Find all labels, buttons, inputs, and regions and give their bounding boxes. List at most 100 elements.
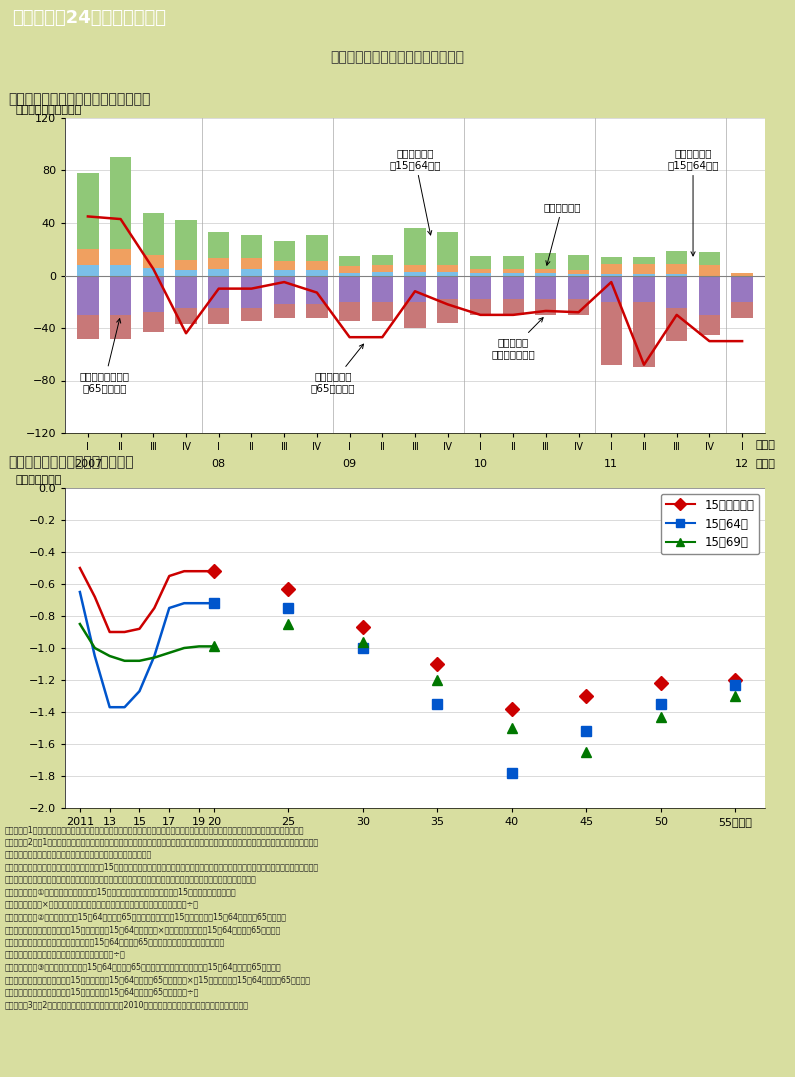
Bar bbox=[176, 276, 196, 308]
Bar bbox=[77, 265, 99, 276]
Bar bbox=[535, 276, 556, 299]
Bar bbox=[371, 276, 393, 302]
Bar bbox=[77, 314, 99, 338]
Text: 労働力人口
（前年同期差）: 労働力人口 （前年同期差） bbox=[491, 318, 543, 359]
Text: （期）: （期） bbox=[755, 439, 775, 449]
Bar bbox=[339, 256, 360, 266]
Bar bbox=[666, 251, 688, 264]
Bar bbox=[110, 265, 131, 276]
Bar bbox=[666, 264, 688, 275]
Bar bbox=[699, 252, 720, 265]
Bar bbox=[568, 270, 589, 275]
Bar bbox=[470, 269, 491, 272]
Bar bbox=[437, 276, 459, 299]
Bar bbox=[437, 233, 459, 265]
Text: 年齢構成要因
（15～64歳）: 年齢構成要因 （15～64歳） bbox=[667, 149, 719, 256]
Bar bbox=[339, 302, 360, 321]
Bar bbox=[306, 261, 328, 270]
Legend: 15歳以上全体, 15～64歳, 15～69歳: 15歳以上全体, 15～64歳, 15～69歳 bbox=[661, 494, 759, 555]
Bar bbox=[208, 308, 230, 324]
Bar bbox=[405, 271, 425, 276]
Bar bbox=[273, 270, 295, 276]
Bar bbox=[241, 235, 262, 258]
Bar bbox=[273, 241, 295, 261]
Bar bbox=[502, 269, 524, 272]
Bar bbox=[731, 302, 753, 318]
Text: 2007: 2007 bbox=[74, 459, 102, 470]
Bar bbox=[470, 299, 491, 314]
Bar bbox=[405, 265, 425, 271]
Bar bbox=[110, 157, 131, 249]
Bar bbox=[142, 276, 164, 312]
Text: 11: 11 bbox=[604, 459, 619, 470]
Text: 第１－１－24図　労働力人口: 第１－１－24図 労働力人口 bbox=[12, 9, 166, 27]
Text: 労働力率要因
（15～64歳）: 労働力率要因 （15～64歳） bbox=[390, 149, 440, 235]
Bar bbox=[535, 269, 556, 272]
Bar bbox=[437, 271, 459, 276]
Bar bbox=[437, 265, 459, 271]
Bar bbox=[634, 302, 654, 367]
Bar bbox=[110, 249, 131, 265]
Bar bbox=[142, 312, 164, 332]
Text: 10: 10 bbox=[473, 459, 487, 470]
Bar bbox=[176, 308, 196, 324]
Bar bbox=[208, 276, 230, 308]
Bar bbox=[241, 258, 262, 269]
Bar bbox=[535, 299, 556, 314]
Bar bbox=[142, 212, 164, 254]
Bar bbox=[601, 257, 622, 264]
Bar bbox=[568, 276, 589, 299]
Text: 09: 09 bbox=[343, 459, 357, 470]
Bar bbox=[634, 275, 654, 276]
Text: （１）労働力人口の変化の寄与度分解: （１）労働力人口の変化の寄与度分解 bbox=[8, 92, 150, 106]
Bar bbox=[208, 258, 230, 269]
Bar bbox=[371, 302, 393, 321]
Bar bbox=[77, 249, 99, 265]
Bar bbox=[371, 254, 393, 265]
Bar bbox=[208, 269, 230, 276]
Bar bbox=[176, 260, 196, 270]
Bar bbox=[208, 233, 230, 258]
Text: （２）労働力人口の先行き見通し: （２）労働力人口の先行き見通し bbox=[8, 454, 134, 468]
Bar bbox=[306, 276, 328, 305]
Text: （備考）　1．総務省「労働力調査」、国立社会保障・人口問題研究所「日本の将来人口推計」（出生中位（死亡中位）推計）により作成。
　　　　　2．（1）については、: （備考） 1．総務省「労働力調査」、国立社会保障・人口問題研究所「日本の将来人口… bbox=[5, 825, 319, 1009]
Bar bbox=[306, 235, 328, 261]
Bar bbox=[634, 264, 654, 275]
Bar bbox=[437, 299, 459, 323]
Bar bbox=[339, 266, 360, 272]
Text: 人口変化要因: 人口変化要因 bbox=[544, 201, 581, 265]
Bar bbox=[568, 254, 589, 270]
Bar bbox=[568, 275, 589, 276]
Text: （年）: （年） bbox=[755, 459, 775, 470]
Bar bbox=[339, 272, 360, 276]
Bar bbox=[502, 272, 524, 276]
Bar bbox=[306, 305, 328, 318]
Bar bbox=[306, 270, 328, 276]
Bar bbox=[666, 275, 688, 276]
Bar bbox=[241, 269, 262, 276]
Bar bbox=[470, 256, 491, 269]
Bar bbox=[502, 299, 524, 314]
Bar bbox=[110, 276, 131, 314]
Bar bbox=[470, 276, 491, 299]
Bar bbox=[699, 314, 720, 335]
Bar bbox=[568, 299, 589, 314]
Bar bbox=[273, 276, 295, 305]
Bar bbox=[470, 272, 491, 276]
Bar bbox=[176, 221, 196, 260]
Bar bbox=[502, 256, 524, 269]
Bar bbox=[731, 276, 753, 302]
Bar bbox=[339, 276, 360, 302]
Bar bbox=[731, 272, 753, 276]
Bar bbox=[535, 253, 556, 269]
Text: 08: 08 bbox=[211, 459, 226, 470]
Bar bbox=[405, 302, 425, 328]
Bar bbox=[601, 264, 622, 275]
Text: 労働力率要因
（65歳以上）: 労働力率要因 （65歳以上） bbox=[311, 345, 363, 393]
Bar bbox=[241, 308, 262, 321]
Text: 12: 12 bbox=[735, 459, 749, 470]
Bar bbox=[273, 305, 295, 318]
Bar bbox=[176, 270, 196, 276]
Bar bbox=[601, 275, 622, 276]
Bar bbox=[142, 254, 164, 267]
